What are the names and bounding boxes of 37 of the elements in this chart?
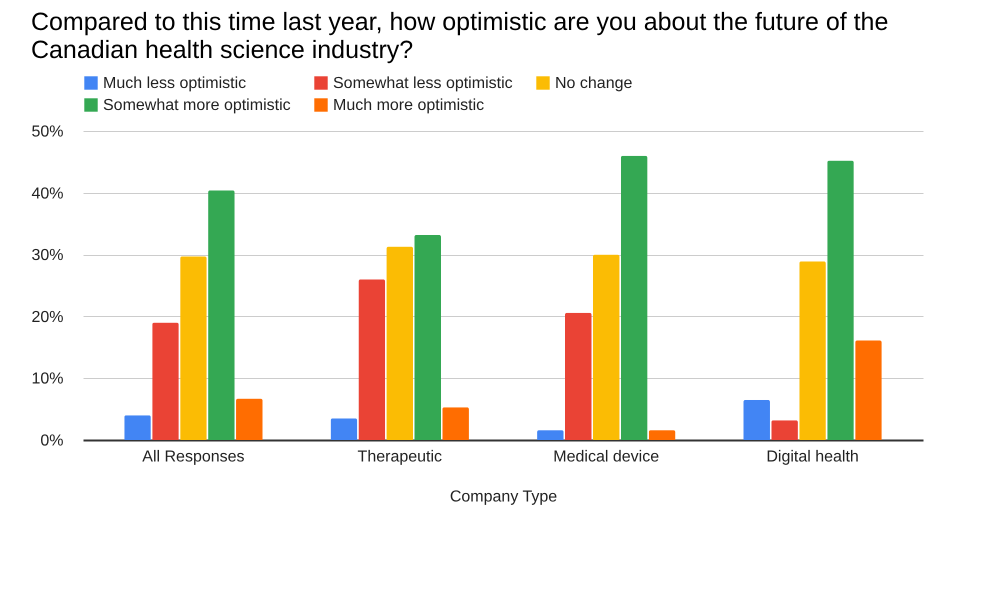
x-tick-label: All Responses xyxy=(142,448,245,466)
bar xyxy=(827,160,854,440)
x-tick-label: Therapeutic xyxy=(358,448,442,466)
x-tick-label: Digital health xyxy=(766,448,859,466)
bar xyxy=(330,418,358,440)
y-tick-label: 40% xyxy=(31,185,64,202)
bar xyxy=(771,420,798,440)
bar xyxy=(152,322,179,440)
bar xyxy=(358,279,386,440)
y-tick-label: 0% xyxy=(40,432,64,450)
bar xyxy=(124,415,151,440)
bar xyxy=(208,190,235,440)
bar xyxy=(564,312,592,440)
bar xyxy=(236,398,263,440)
legend-label: Somewhat less optimistic xyxy=(333,75,513,92)
bar xyxy=(620,156,648,440)
bar xyxy=(592,254,620,440)
legend-label: Much more optimistic xyxy=(333,97,484,114)
legend-label: No change xyxy=(555,75,632,92)
legend-label: Somewhat more optimistic xyxy=(103,97,291,114)
bar xyxy=(648,430,676,440)
bar xyxy=(743,400,770,440)
y-tick-label: 20% xyxy=(31,308,64,326)
x-axis-title: Company Type xyxy=(450,488,558,506)
bar xyxy=(799,261,826,440)
bar xyxy=(180,256,207,440)
x-tick-label: Medical device xyxy=(553,448,660,466)
y-tick-label: 10% xyxy=(31,370,64,388)
bar xyxy=(386,246,414,440)
bar xyxy=(414,234,442,440)
bar xyxy=(855,340,882,440)
y-tick-label: 50% xyxy=(31,124,64,140)
chart-title: Compared to this time last year, how optimistic are you about the future of the Canadian health science industry? xyxy=(30,8,888,64)
bar xyxy=(442,407,469,440)
legend-label: Much less optimistic xyxy=(103,75,246,92)
y-tick-label: 30% xyxy=(31,247,64,264)
bar xyxy=(537,430,564,440)
